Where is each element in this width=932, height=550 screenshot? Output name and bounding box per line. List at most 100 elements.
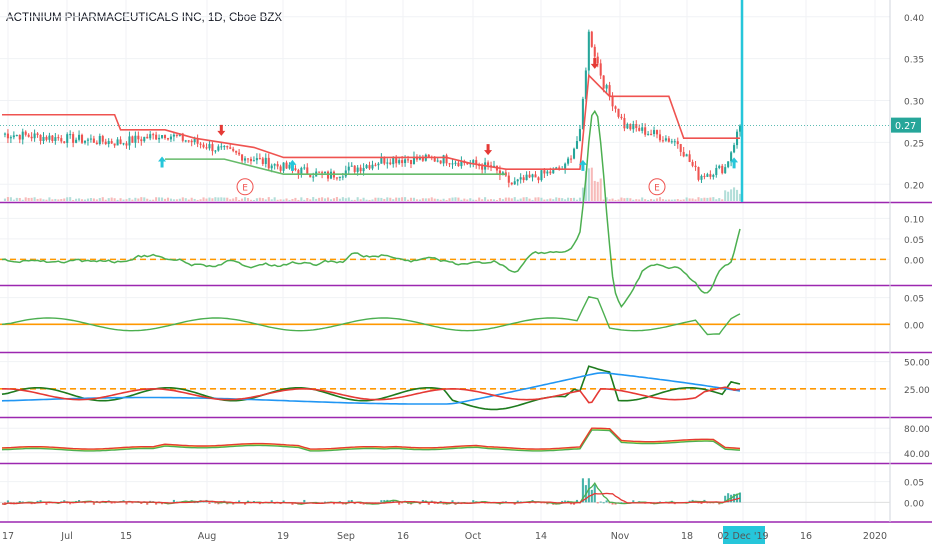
volume-bar [697,197,700,201]
candle [697,167,700,180]
volume-bar [152,199,155,201]
signal-line [1,482,741,505]
volume-bar [718,198,721,201]
histogram-bar [113,502,116,504]
candle [249,158,253,162]
volume-bar [143,197,146,201]
candle [184,140,187,142]
volume-bars [3,167,742,201]
histogram-bar [516,500,519,503]
volume-bar [42,199,45,201]
volume-bar [89,198,92,201]
candle [255,158,258,161]
volume-bar [626,197,629,201]
volume-bar [667,199,670,201]
candle [163,135,167,139]
y-tick-label: 0.00 [904,256,924,266]
volume-bar [362,197,365,201]
candle [243,158,247,161]
volume-bar [119,198,122,201]
histogram-bar [596,502,599,504]
x-highlight-box [723,526,765,544]
candle [587,31,590,71]
histogram-bar [733,493,736,503]
candle [513,181,516,185]
volume-bar [727,191,730,201]
candle [220,146,223,148]
volume-bar [3,198,7,201]
volume-bar [51,199,54,201]
volume-bar [383,198,386,201]
volume-bar [199,199,202,201]
candle [658,134,662,141]
volume-bar [243,197,247,201]
candle [158,137,161,140]
candle [223,146,226,148]
histogram-bar [590,489,593,503]
candle [664,138,667,141]
volume-bar [217,197,220,201]
volume-bar [69,197,72,201]
volume-bar [522,197,525,201]
candle [433,157,436,162]
buy-arrow-icon [578,159,587,171]
volume-bar [107,198,110,201]
candle [377,163,380,166]
histogram-bar [6,500,9,503]
volume-bar [232,198,235,201]
candle [392,157,395,165]
candle [676,141,679,145]
adx-line [1,372,741,405]
volume-bar [45,199,48,201]
candle [445,155,448,164]
volume-bar [590,167,593,201]
candle [614,106,617,109]
volume-bar [460,199,463,201]
volume-bar [241,198,244,201]
candle [466,163,469,165]
volume-bar [60,199,63,201]
y-tick-label: 25.00 [904,386,930,396]
volume-bar [495,199,499,201]
volume-bar [57,199,60,201]
volume-bar [673,199,676,201]
histogram-bar [39,500,42,503]
volume-bar [463,198,466,201]
y-tick-label: 0.35 [904,56,924,66]
volume-bar [297,199,300,201]
candle [623,118,626,129]
candle [395,157,398,164]
volume-bar [549,198,552,201]
histogram-bar [63,500,66,503]
volume-bar [570,198,573,201]
volume-bar [86,198,89,201]
candle [389,162,392,165]
candle [252,160,255,162]
candle [137,135,140,140]
candle [359,167,362,172]
volume-bar [158,197,161,201]
volume-bar [647,199,650,201]
candle [655,130,659,135]
candle [3,133,7,135]
candle [169,136,172,140]
candle [235,150,238,153]
volume-bar [398,197,401,201]
volume-bar [249,199,253,201]
volume-bar [635,199,638,201]
candle [599,63,602,76]
volume-bar [238,199,241,201]
histogram-bar [564,500,567,503]
volume-bar [9,197,12,201]
candle [282,162,285,171]
histogram-bar [36,500,39,503]
candle [72,134,75,143]
volume-bar [169,198,172,201]
volume-bar [578,197,581,201]
volume-bar [326,197,330,201]
volume-bar [54,198,57,201]
histogram-bar [66,502,69,504]
candle [261,158,264,164]
volume-bar [324,198,327,201]
